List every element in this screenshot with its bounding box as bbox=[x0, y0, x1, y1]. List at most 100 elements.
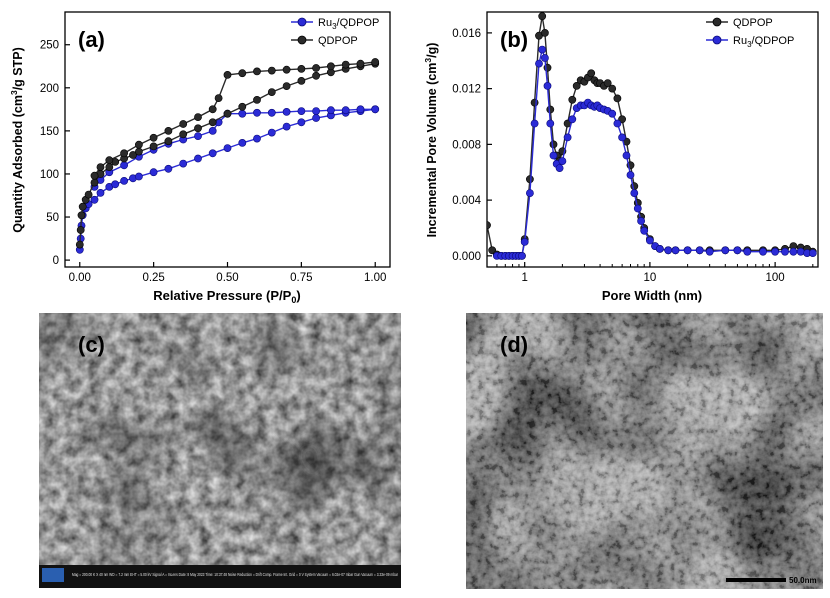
chart0-series0-point bbox=[297, 107, 306, 115]
tem-scale-bar-label: 50.0nm bbox=[789, 576, 817, 585]
chart1-series1-point bbox=[622, 151, 631, 160]
chart1-xtick-label: 1 bbox=[521, 272, 527, 284]
chart1-series0-point bbox=[572, 82, 581, 90]
chart0-ytick-label: 50 bbox=[46, 212, 59, 224]
chart0-xtick-label: 0.25 bbox=[142, 272, 164, 284]
panel-d-label: (d) bbox=[500, 332, 528, 357]
legend-label-qdpop-b: QDPOP bbox=[733, 17, 773, 29]
chart1-series1-point bbox=[543, 82, 552, 90]
chart1-series0-point bbox=[549, 140, 558, 149]
chart0-series0-point bbox=[356, 105, 365, 114]
chart0-series0-point bbox=[267, 128, 276, 137]
panel-c-sem-image: Mag = 200.00 K X 40 nm WD = 7.2 mm EHT =… bbox=[39, 313, 401, 588]
panel-b-label: (b) bbox=[500, 27, 528, 52]
sem-pores-shading bbox=[39, 313, 401, 565]
chart0-series0-point bbox=[111, 180, 120, 189]
chart0-ytick-label: 150 bbox=[40, 126, 59, 138]
chart0-series0-point bbox=[326, 106, 335, 115]
chart1-series1-point bbox=[526, 189, 534, 197]
chart1-ytick-label: 0.012 bbox=[452, 84, 481, 96]
chart1-xtick-label: 10 bbox=[644, 272, 657, 284]
chart0-series0-point bbox=[164, 164, 173, 173]
chart0-series1-point bbox=[90, 171, 99, 180]
chart0-series0-point bbox=[194, 154, 202, 163]
chart0-series0-point bbox=[223, 144, 232, 152]
chart1-series1-point bbox=[683, 246, 692, 255]
chart0-series1-point bbox=[75, 240, 84, 249]
chart1-series1-point bbox=[555, 164, 564, 172]
chart1-series0-point bbox=[546, 105, 555, 114]
chart0-series1-point bbox=[105, 156, 114, 165]
chart0-series1-point bbox=[356, 59, 365, 68]
chart0-series1-point bbox=[84, 190, 93, 199]
chart0-series1-point bbox=[238, 69, 247, 78]
chart0-series1-point bbox=[208, 118, 217, 127]
chart0-series1-point bbox=[164, 126, 173, 135]
chart1-series1-point bbox=[771, 247, 779, 256]
chart1-series1-point bbox=[630, 189, 639, 197]
legend-marker-ru3-qdpop-b bbox=[712, 35, 722, 45]
chart1-series1-point bbox=[640, 226, 649, 235]
chart0-series1-line1 bbox=[93, 61, 376, 177]
chart1-series1-point bbox=[671, 246, 680, 255]
chart0-series0-point bbox=[238, 138, 247, 147]
chart0-series0-point bbox=[282, 108, 291, 116]
chart1-series1-point bbox=[808, 249, 817, 257]
chart0-series0-point bbox=[90, 195, 99, 204]
chart0-series1-point bbox=[282, 82, 291, 90]
chart0-series1-point bbox=[96, 163, 105, 171]
chart1-xtick-label: 100 bbox=[766, 272, 785, 284]
panel-b-pore-size-chart: 1 10 100 0.000 0.004 0.008 0.012 0.016 (b) Pore… bbox=[423, 11, 819, 303]
chart0-series1-point bbox=[77, 211, 86, 220]
chart1-series1-point bbox=[520, 237, 529, 246]
chart1-series1-point bbox=[549, 151, 558, 160]
chart0-series1-point bbox=[90, 178, 99, 187]
chart1-series1-point bbox=[646, 236, 654, 245]
chart0-series0-point bbox=[194, 132, 202, 140]
chart1-ytick-label: 0.016 bbox=[452, 28, 481, 40]
chart0-series1-point bbox=[179, 130, 188, 139]
chart0-series1-point bbox=[208, 105, 217, 114]
chart1-series1-point bbox=[633, 204, 642, 213]
chart0-series1-point bbox=[312, 71, 320, 80]
chart0-series0-point bbox=[149, 168, 158, 177]
legend-label-ru3-qdpop: Ru3/QDPOP bbox=[318, 17, 379, 31]
chart0-ytick-label: 100 bbox=[40, 169, 59, 181]
legend-label-qdpop: QDPOP bbox=[318, 35, 358, 47]
panel-b-series-group bbox=[487, 12, 817, 260]
chart1-series1-point bbox=[759, 247, 767, 256]
chart1-series1-point bbox=[721, 246, 730, 255]
chart0-series1-point bbox=[267, 88, 276, 96]
chart0-series0-line1 bbox=[93, 108, 376, 188]
chart0-series1-point bbox=[253, 96, 261, 104]
chart1-series1-point bbox=[538, 45, 547, 54]
chart1-series0-point bbox=[530, 98, 539, 107]
chart1-series1-point bbox=[733, 246, 742, 255]
chart0-series1-point bbox=[194, 113, 202, 121]
chart1-series0-point bbox=[608, 84, 617, 93]
chart1-series0-point bbox=[526, 175, 534, 184]
chart0-series1-point bbox=[312, 64, 320, 72]
tem-scale-bar bbox=[726, 578, 786, 582]
chart0-series0-point bbox=[341, 106, 350, 115]
chart0-series0-point bbox=[297, 118, 306, 127]
chart0-series1-point bbox=[223, 109, 232, 118]
chart0-series1-point bbox=[134, 147, 143, 156]
chart1-series0-line0 bbox=[487, 16, 814, 257]
chart1-series1-point bbox=[518, 251, 526, 260]
legend-marker-qdpop bbox=[297, 35, 307, 45]
chart0-xtick-label: 0.00 bbox=[69, 272, 91, 284]
panel-b-ylabel: Incremental Pore Volume (cm3/g) bbox=[423, 43, 439, 238]
panel-a-label: (a) bbox=[78, 27, 105, 52]
chart1-ytick-label: 0.004 bbox=[452, 195, 481, 207]
chart0-series1-point bbox=[267, 66, 276, 75]
chart0-xtick-label: 0.75 bbox=[290, 272, 312, 284]
chart0-series1-point bbox=[194, 124, 202, 133]
chart1-series1-point bbox=[695, 246, 704, 255]
chart1-series0-point bbox=[487, 221, 491, 230]
legend-marker-qdpop-b bbox=[712, 17, 722, 27]
chart1-series1-point bbox=[796, 247, 805, 256]
panel-a-series-group bbox=[75, 58, 380, 254]
chart1-ytick-label: 0.008 bbox=[452, 139, 481, 151]
